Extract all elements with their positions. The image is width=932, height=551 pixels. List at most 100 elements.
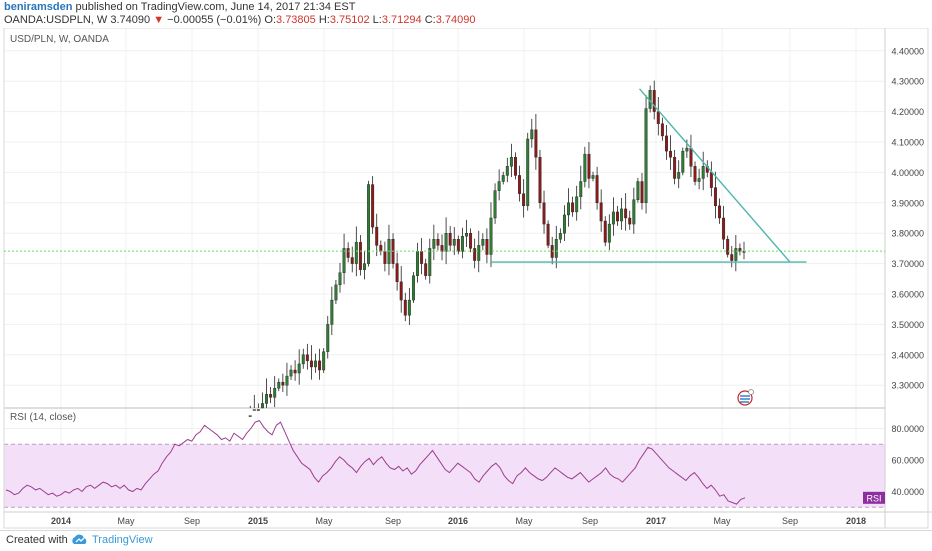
candle-body (632, 199, 636, 225)
candle-body (669, 150, 673, 158)
candle-body (681, 150, 685, 173)
candle-body (562, 214, 566, 234)
candle-body (485, 239, 489, 255)
candle-body (579, 181, 583, 197)
low-label: L: (372, 14, 382, 26)
candle-body (713, 187, 717, 207)
candle-body (587, 153, 591, 179)
rsi-line (5, 419, 746, 505)
candle-body (722, 217, 726, 240)
candle-body (460, 236, 464, 252)
candle-body (603, 220, 607, 243)
candle-body (371, 184, 375, 228)
candle-body (354, 242, 358, 264)
time-tick-label: Sep (184, 516, 200, 526)
candle-body (493, 190, 497, 219)
candle-body (265, 394, 269, 404)
candle-body (305, 354, 309, 362)
candle-body (411, 275, 415, 301)
rsi-band-fill (4, 444, 885, 508)
candle-body (436, 239, 440, 246)
candle-body (256, 409, 260, 411)
price-tick-label: 4.40000 (891, 46, 924, 56)
candle-body (326, 324, 330, 352)
time-axis: 2014 May Sep 2015 May Sep 2016 May Sep 2017 May Sep… (51, 516, 866, 526)
rsi-tick-label: 80.0000 (891, 424, 924, 434)
candle-body (444, 232, 448, 252)
candle-body (509, 156, 513, 167)
candle-body (432, 239, 436, 249)
candle-body (363, 263, 366, 270)
footer-bar: Created with TradingView (0, 530, 932, 551)
candle-body (403, 299, 407, 316)
author-link[interactable]: beniramsden (4, 1, 73, 13)
candle-body (489, 217, 493, 255)
published-text: published on TradingView.com, June 14, 2… (75, 1, 356, 13)
price-tick-label: 3.80000 (891, 229, 924, 239)
rsi-badge-label: RSI (866, 493, 881, 503)
candle-body (534, 129, 538, 158)
candle-body (301, 354, 305, 365)
candle-body (644, 108, 648, 203)
candle-body (518, 175, 522, 194)
candle-body (530, 129, 534, 140)
down-arrow-icon: ▼ (153, 14, 165, 26)
candle-body (481, 239, 485, 246)
candle-body (424, 263, 428, 276)
rsi-tick-label: 40.0000 (891, 487, 924, 497)
candle-body (726, 239, 730, 255)
high-value: 3.75102 (329, 14, 370, 26)
candle-body (693, 166, 697, 182)
price-tick-label: 3.30000 (891, 381, 924, 391)
tradingview-brand-link[interactable]: TradingView (92, 534, 153, 546)
candle-body (289, 369, 293, 377)
candle-body (293, 369, 297, 374)
candle-body (738, 248, 742, 252)
candle-body (677, 172, 681, 179)
candle-body (689, 147, 693, 167)
candle-body (624, 208, 628, 219)
candle-body (660, 123, 664, 137)
candle-body (595, 175, 599, 204)
candle-body (554, 239, 558, 258)
time-tick-label: May (713, 516, 731, 526)
candle-body (558, 232, 562, 240)
candle-body (252, 409, 256, 411)
candle-body (322, 351, 326, 371)
candle-body (309, 360, 313, 368)
candle-body (575, 196, 579, 213)
candle-body (636, 181, 640, 200)
candle-body (297, 363, 301, 374)
candle-body (599, 202, 603, 222)
price-tick-label: 3.60000 (891, 290, 924, 300)
candle-body (456, 239, 460, 252)
time-tick-label: 2018 (846, 516, 866, 526)
candle-body (542, 202, 546, 225)
candle-body (420, 251, 424, 264)
candle-body (469, 232, 473, 249)
trendline (638, 88, 791, 263)
candle-body (591, 175, 595, 179)
candle-body (697, 178, 701, 182)
price-tick-label: 4.10000 (891, 138, 924, 148)
candle-body (546, 223, 550, 246)
candle-body (395, 263, 399, 283)
candle-body (342, 248, 346, 273)
candle-body (281, 381, 285, 386)
candle-body (375, 226, 379, 246)
high-label: H: (318, 14, 330, 26)
candle-body (640, 181, 644, 204)
candle-body (379, 245, 383, 252)
time-tick-label: 2017 (646, 516, 666, 526)
candle-body (567, 202, 570, 216)
candle-body (526, 138, 530, 207)
candle-body (416, 251, 419, 276)
candle-body (652, 90, 656, 112)
price-tick-label: 3.50000 (891, 320, 924, 330)
candle-body (350, 257, 354, 264)
candle-body (407, 299, 411, 316)
candle-body (383, 251, 387, 264)
currency-flag-icon[interactable] (737, 389, 754, 406)
price-tick-label: 3.40000 (891, 350, 924, 360)
candle-body (477, 245, 481, 261)
